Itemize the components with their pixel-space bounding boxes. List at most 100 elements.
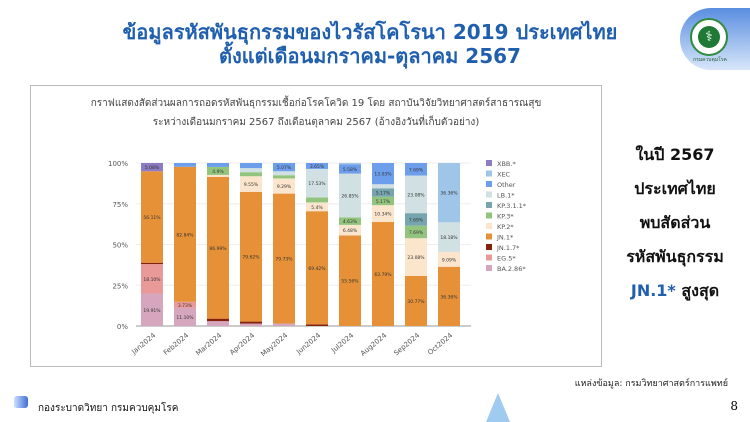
legend-swatch (486, 233, 492, 240)
y-tick-label: 25% (112, 282, 128, 290)
legend-swatch (486, 223, 492, 229)
bar-segment-kp-2- (207, 174, 229, 177)
bar-segment-kp-3- (372, 196, 394, 206)
legend-swatch (486, 202, 492, 208)
bar-segment-jn-1- (141, 171, 163, 263)
data-label: 23.08% (407, 192, 425, 198)
bar-segment-kp-3- (405, 225, 427, 239)
data-label: 5.17% (376, 191, 391, 197)
legend-label: LB.1* (497, 192, 515, 200)
data-label: 7.69% (409, 217, 424, 223)
data-label: 18.10% (143, 277, 161, 283)
x-tick-label: Oct2024 (426, 331, 454, 357)
data-label: 69.42% (308, 266, 326, 272)
bar-segment-other (405, 163, 427, 176)
data-label: 79.73% (275, 257, 293, 263)
legend-swatch (486, 191, 492, 198)
bar-segment-lb-1- (240, 168, 262, 173)
data-label: 18.18% (440, 235, 458, 241)
data-label: 11.10% (176, 315, 194, 321)
bar-segment-jn-1-7- (207, 318, 229, 322)
chart-title: กราฟแสดงสัดส่วนผลการถอดรหัสพันธุกรรมเชื้… (90, 98, 542, 109)
data-label: 5.17% (376, 199, 391, 205)
legend-swatch (486, 212, 492, 219)
data-label: 5.07% (277, 165, 292, 171)
data-label: 4.63% (343, 219, 358, 225)
caduceus-icon: ⚕ (698, 26, 720, 48)
legend-swatch (486, 265, 492, 271)
data-label: 55.56% (341, 279, 359, 285)
data-label: 9.55% (244, 182, 259, 188)
bar-segment-ba-2-86- (240, 323, 262, 326)
data-label: 82.84% (176, 232, 194, 238)
bar-segment-lb-1- (306, 168, 328, 198)
bar-segment-kp-3-1-1- (405, 213, 427, 226)
bar-segment-kp-2- (405, 238, 427, 276)
summary-line: ในปี 2567 (635, 145, 715, 164)
y-tick-label: 50% (112, 242, 128, 250)
bar-segment-ba-2-86- (273, 323, 295, 326)
data-label: 13.03% (374, 172, 392, 178)
data-label: 10.34% (374, 212, 392, 218)
x-tick-label: May2024 (259, 331, 289, 358)
bar-segment-jn-1-7- (141, 262, 163, 265)
data-label: 9.09% (442, 257, 457, 263)
bar-segment-lb-1- (438, 222, 460, 252)
bar-segment-kp-2- (306, 202, 328, 212)
data-source: แหล่งข้อมูล: กรมวิทยาศาสตร์การแพทย์ (574, 379, 728, 389)
bar-segment-lb-1- (339, 173, 361, 218)
legend-swatch (486, 160, 492, 166)
footer-accent (14, 396, 28, 408)
data-label: 7.69% (409, 230, 424, 236)
legend-label: BA.2.86* (497, 265, 526, 273)
x-tick-label: Sep2024 (392, 331, 421, 357)
data-label: 36.36% (440, 294, 458, 300)
legend-swatch (486, 244, 492, 250)
bar-segment-kp-2- (240, 176, 262, 192)
bar-segment-jn-1-7- (306, 324, 328, 326)
stacked-bar-chart: 0% 25% 50% 75% 100% 19.91% 18.10% 56.11% 5.08% Ja… (108, 160, 527, 358)
legend-label: EG.5* (497, 255, 516, 263)
bar-segment-jn-1-7- (240, 321, 262, 324)
bar-segment-other (306, 163, 328, 169)
bar-segment-kp-2- (273, 178, 295, 194)
x-tick-label: Jan2024 (129, 331, 157, 357)
bar-segment-jn-1- (372, 222, 394, 326)
bar-segment-kp-2- (339, 224, 361, 236)
bar-segment-other (174, 163, 196, 167)
x-tick-label: Apr2024 (228, 331, 256, 357)
data-label: 9.29% (277, 184, 292, 190)
ddc-logo: ⚕ (690, 18, 728, 56)
data-label: 79.62% (242, 255, 260, 261)
bar-segment-xec (339, 163, 361, 165)
legend-swatch (486, 254, 492, 261)
bar-segment-kp-2- (438, 251, 460, 267)
summary-rest: สูงสุด (675, 281, 720, 300)
data-label: 7.69% (409, 167, 424, 173)
bar-segment-jn-1- (405, 275, 427, 326)
bar-segment-kp-3- (306, 197, 328, 203)
bar-segment-other (240, 163, 262, 169)
summary-line: JN.1* สูงสุด (600, 274, 750, 308)
logo-text: กรมควบคุมโรค (693, 57, 727, 63)
footer-org: กองระบาดวิทยา กรมควบคุมโรค (38, 403, 179, 414)
data-label: 6.48% (343, 228, 358, 234)
legend-swatch (486, 181, 492, 187)
bar-segment-kp-3- (339, 217, 361, 225)
legend-label: Other (497, 181, 516, 189)
footer-triangle-decoration (486, 393, 510, 422)
bar-segment-other (273, 163, 295, 172)
legend-swatch (486, 170, 492, 177)
data-label: 5.08% (145, 165, 160, 171)
bar-segment-jn-1- (273, 193, 295, 324)
data-label: 56.11% (143, 215, 161, 221)
summary-text: ในปี 2567 ประเทศไทย พบสัดส่วน รหัสพันธุก… (600, 138, 750, 308)
x-tick-label: Jun2024 (294, 331, 322, 357)
data-label: 63.79% (374, 272, 392, 278)
bar-segment-ba-2-86- (141, 293, 163, 326)
bar-segment-kp-3-1-1- (372, 188, 394, 197)
chart-subtitle: ระหว่างเดือนมกราคม 2567 ถึงเดือนตุลาคม 2… (152, 117, 480, 128)
data-label: 3.73% (178, 303, 193, 309)
bar-segment-ba-2-86- (207, 321, 229, 326)
bar-segment-jn-1- (306, 211, 328, 325)
